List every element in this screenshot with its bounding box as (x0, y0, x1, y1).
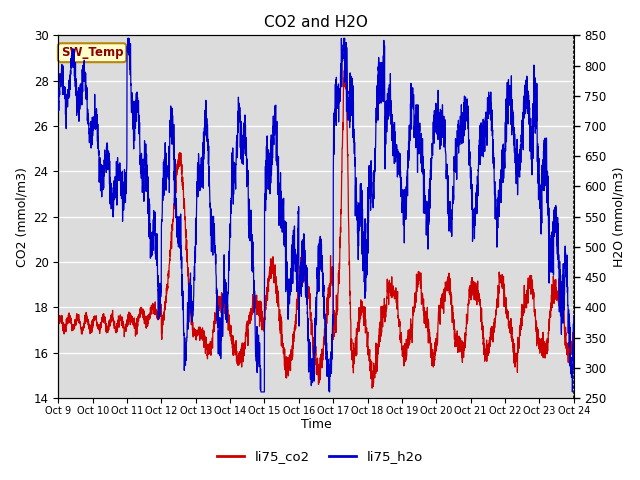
Title: CO2 and H2O: CO2 and H2O (264, 15, 368, 30)
Text: SW_Temp: SW_Temp (61, 46, 124, 59)
X-axis label: Time: Time (301, 419, 332, 432)
Y-axis label: H2O (mmol/m3): H2O (mmol/m3) (612, 167, 625, 267)
Y-axis label: CO2 (mmol/m3): CO2 (mmol/m3) (15, 167, 28, 266)
Legend: li75_co2, li75_h2o: li75_co2, li75_h2o (212, 445, 428, 468)
